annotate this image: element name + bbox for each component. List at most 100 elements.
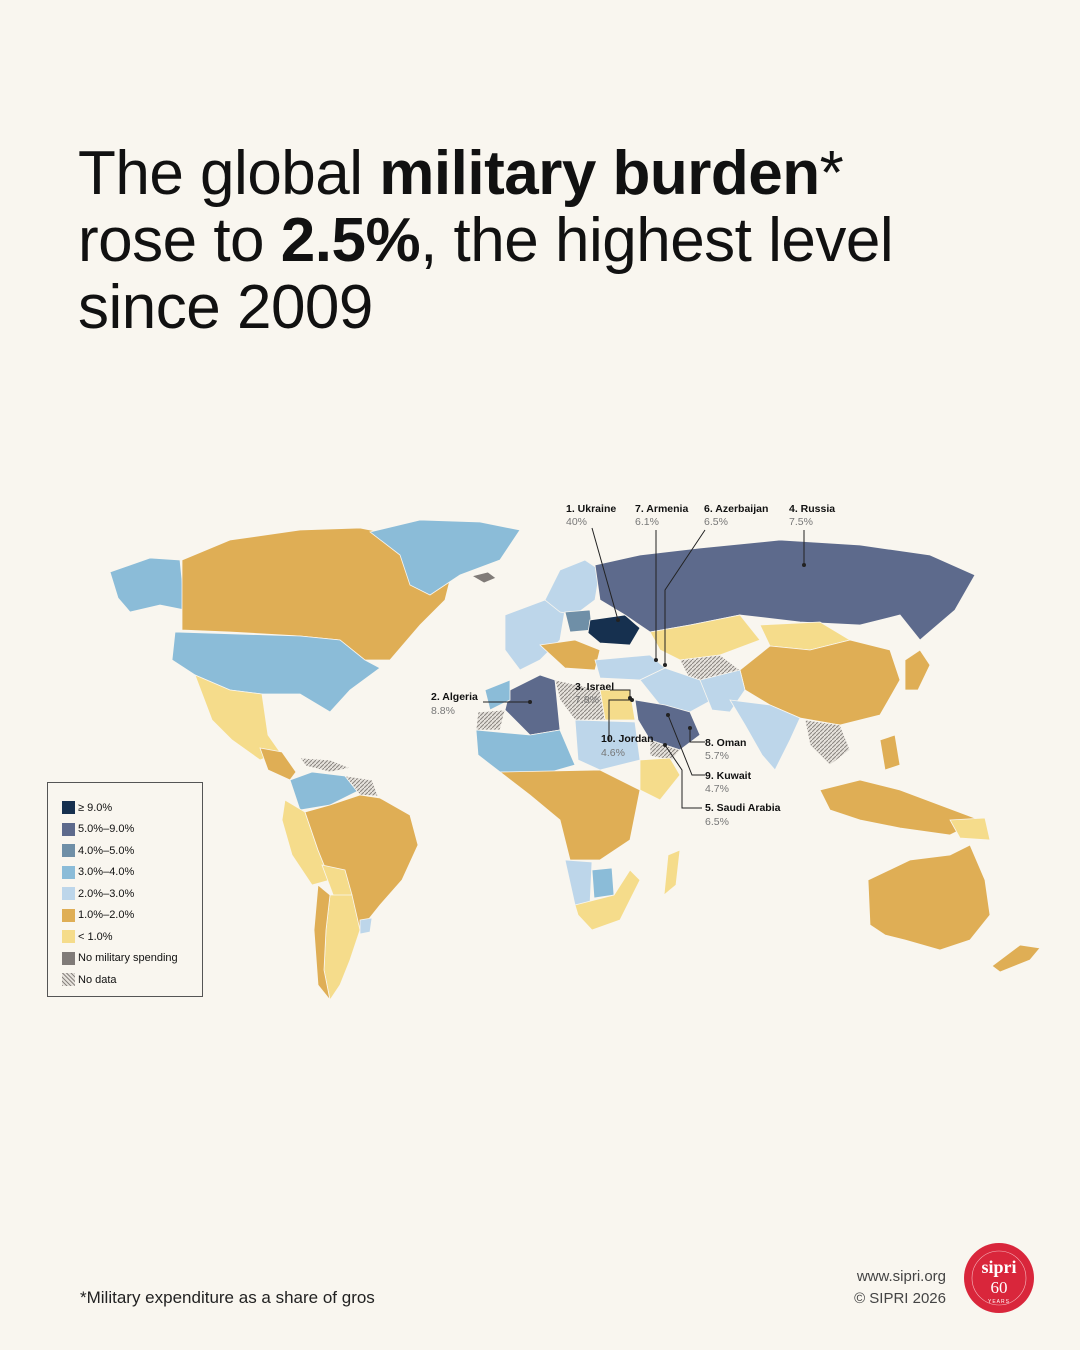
country-alaska xyxy=(109,557,186,613)
country-iceland xyxy=(470,571,497,584)
region-southwest-africa xyxy=(564,859,593,906)
leader-azerbaijan xyxy=(664,529,706,665)
leader-israel xyxy=(610,689,631,698)
map-legend: ≥ 9.0% 5.0%–9.0% 4.0%–5.0% 3.0%–4.0% 2.0… xyxy=(47,782,203,997)
sipri-60-years-logo: sipri 60 YEARS xyxy=(964,1243,1034,1313)
headline-text: The global xyxy=(78,139,380,208)
callout-leaders xyxy=(483,527,805,809)
country-canada xyxy=(181,527,456,661)
country-madagascar xyxy=(663,849,681,896)
legend-item: 5.0%–9.0% xyxy=(62,819,202,841)
callout-ukraine-value: 40% xyxy=(566,516,587,528)
country-new-zealand xyxy=(991,944,1041,973)
footnote: *Military expenditure as a share of gros xyxy=(80,1288,375,1307)
legend-swatch-hatched xyxy=(62,973,75,987)
logo-wordmark: sipri xyxy=(981,1257,1016,1277)
callout-dots xyxy=(528,563,806,747)
region-scandinavia xyxy=(544,559,601,616)
legend-swatch xyxy=(62,801,75,815)
logo-years-number: 60 xyxy=(991,1278,1008,1297)
country-philippines xyxy=(879,734,901,771)
headline-text: * rose to xyxy=(78,139,844,275)
callout-algeria-name: 2. Algeria xyxy=(431,691,478,703)
headline: The global military burden* rose to 2.5%… xyxy=(78,140,978,341)
callout-saudi-arabia-name: 5. Saudi Arabia xyxy=(705,802,781,814)
leader-ukraine xyxy=(591,527,619,621)
headline-emphasis-military-burden: military burden xyxy=(379,139,820,208)
region-guianas xyxy=(344,775,379,797)
website-link[interactable]: www.sipri.org xyxy=(856,1268,946,1285)
country-india xyxy=(729,699,801,771)
region-western-sahara xyxy=(475,709,506,731)
callout-labels: 1. Ukraine 40% 7. Armenia 6.1% 6. Azerba… xyxy=(431,503,835,828)
credits: www.sipri.org © SIPRI 2026 xyxy=(854,1266,946,1310)
callout-jordan-value: 4.6% xyxy=(601,747,625,759)
callout-saudi-arabia-value: 6.5% xyxy=(705,816,729,828)
dot-russia xyxy=(802,563,806,567)
leader-jordan xyxy=(608,699,632,742)
legend-swatch xyxy=(62,865,75,879)
callout-algeria-value: 8.8% xyxy=(431,705,455,717)
region-caribbean xyxy=(299,757,352,773)
legend-label: 4.0%–5.0% xyxy=(78,844,135,857)
callout-kuwait-name: 9. Kuwait xyxy=(705,770,752,782)
country-china xyxy=(739,639,901,726)
country-papua-new-guinea xyxy=(949,817,991,841)
country-uruguay xyxy=(359,917,373,935)
callout-israel-value: 7.8% xyxy=(575,694,599,706)
legend-label: No military spending xyxy=(78,952,178,965)
country-argentina xyxy=(323,894,361,1002)
country-poland xyxy=(564,609,593,633)
country-japan xyxy=(904,649,931,691)
legend-label: No data xyxy=(78,973,117,986)
country-kazakhstan xyxy=(649,614,761,661)
callout-oman-value: 5.7% xyxy=(705,750,729,762)
country-chile xyxy=(313,884,331,1001)
region-southern-europe xyxy=(539,639,601,671)
leader-saudi-arabia xyxy=(664,744,702,809)
leader-oman xyxy=(689,728,705,743)
legend-item: < 1.0% xyxy=(62,926,202,948)
legend-label: 2.0%–3.0% xyxy=(78,887,135,900)
region-west-africa xyxy=(475,729,576,776)
callout-russia-value: 7.5% xyxy=(789,516,813,528)
legend-swatch xyxy=(62,887,75,901)
dot-algeria xyxy=(528,700,532,704)
legend-label: < 1.0% xyxy=(78,930,113,943)
legend-swatch xyxy=(62,951,75,965)
legend-item: 4.0%–5.0% xyxy=(62,840,202,862)
country-botswana xyxy=(591,867,615,899)
legend-label: ≥ 9.0% xyxy=(78,801,113,814)
dot-oman xyxy=(688,726,692,730)
headline-emphasis-percentage: 2.5% xyxy=(280,206,421,275)
callout-azerbaijan-value: 6.5% xyxy=(704,516,728,528)
callout-oman-name: 8. Oman xyxy=(705,737,746,749)
legend-swatch xyxy=(62,844,75,858)
legend-item: 2.0%–3.0% xyxy=(62,883,202,905)
region-central-africa xyxy=(498,769,641,861)
callout-jordan-name: 10. Jordan xyxy=(601,733,654,745)
callout-kuwait-value: 4.7% xyxy=(705,783,729,795)
legend-item: ≥ 9.0% xyxy=(62,797,202,819)
legend-label: 5.0%–9.0% xyxy=(78,823,135,836)
country-russia xyxy=(594,539,976,641)
dot-jordan xyxy=(630,698,634,702)
legend-item: 1.0%–2.0% xyxy=(62,905,202,927)
world-map: 1. Ukraine 40% 7. Armenia 6.1% 6. Azerba… xyxy=(109,503,1041,1002)
country-south-africa xyxy=(574,869,641,931)
legend-item: No data xyxy=(62,969,202,991)
country-greenland xyxy=(369,519,521,596)
copyright: © SIPRI 2026 xyxy=(854,1290,946,1307)
callout-ukraine-name: 1. Ukraine xyxy=(566,503,616,515)
country-yemen xyxy=(649,739,681,761)
country-libya xyxy=(554,679,606,721)
legend-swatch xyxy=(62,822,75,836)
legend-swatch xyxy=(62,908,75,922)
country-australia xyxy=(867,844,991,951)
legend-item: 3.0%–4.0% xyxy=(62,862,202,884)
headline-text: , the highest level since 2009 xyxy=(78,206,894,342)
region-southeast-asia xyxy=(804,719,851,766)
dot-ukraine xyxy=(616,618,620,622)
region-central-america xyxy=(259,747,297,781)
region-sudan xyxy=(574,719,641,771)
